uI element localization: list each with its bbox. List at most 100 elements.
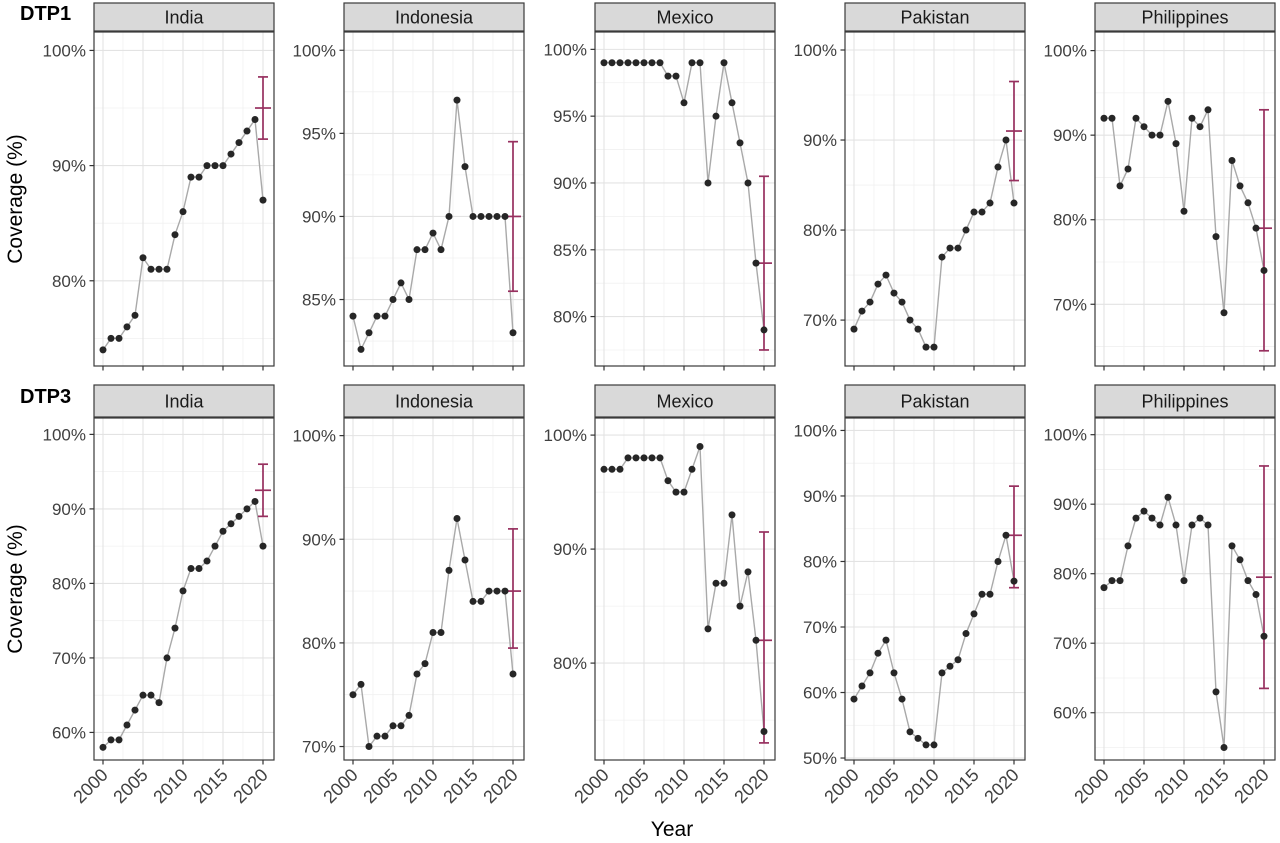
panel-border [1094,31,1276,367]
data-point [99,346,107,354]
data-point [243,127,251,135]
data-point [365,329,373,337]
x-tick-label: 2020 [980,765,1022,807]
x-axis-title: Year [650,818,694,841]
data-point [728,511,736,519]
data-point [203,557,211,565]
data-point [1196,123,1204,131]
panel-background [344,418,524,760]
y-tick-label: 95% [302,124,336,143]
x-tick-label: 2010 [399,765,441,807]
estimate-error-bar [255,76,271,140]
data-point [930,343,938,351]
data-point [946,244,954,252]
data-point [954,656,962,664]
data-point [1124,165,1132,173]
facet-strip [594,2,776,32]
data-point [397,279,405,287]
data-point [1100,584,1108,592]
data-point [882,636,890,644]
data-point [413,670,421,678]
x-tick-label: 2010 [149,765,191,807]
data-point [187,173,195,181]
panel-dtp3-indonesia: Indonesia 70% 80% 90% 100% 200020052010201520… [293,384,525,807]
data-point [648,59,656,67]
data-point [163,265,171,273]
panel-background [845,418,1025,760]
data-point [1204,521,1212,529]
y-tick-label: 100% [794,41,837,60]
data-point [866,669,874,677]
data-point [1108,577,1116,585]
data-point [978,590,986,598]
data-point [219,162,227,170]
x-tick-label: 2000 [1070,765,1112,807]
data-point [1132,514,1140,522]
data-point [1236,556,1244,564]
data-point [389,296,397,304]
data-point [1172,140,1180,148]
x-tick-label: 2000 [820,765,862,807]
y-tick-label: 60% [1053,704,1087,723]
panel-dtp3-pakistan: Pakistan50%60%70%80%90%100%2000200520102… [794,384,1026,807]
data-point [648,454,656,462]
data-point [1236,182,1244,190]
data-point [1228,542,1236,550]
data-point [1148,514,1156,522]
data-point [1180,207,1188,215]
data-point [469,212,477,220]
data-point [600,59,608,67]
data-point [445,566,453,574]
y-tick-label: 90% [302,530,336,549]
data-point [1196,514,1204,522]
data-point [357,345,365,353]
data-point [421,246,429,254]
data-point [179,587,187,595]
data-point [251,116,259,124]
panel-dtp3-india: India 60% 70% 80% 90% 100% 2000200520102015202… [43,384,275,807]
x-tick-label: 2020 [229,765,271,807]
data-point [259,542,267,550]
data-point [501,587,509,595]
data-point [744,568,752,576]
data-points [99,116,267,354]
data-point [251,497,259,505]
data-point [890,289,898,297]
data-point [211,542,219,550]
panel-background [845,32,1025,366]
data-point [882,271,890,279]
data-point [656,59,664,67]
data-point [632,59,640,67]
x-tick-label: 2005 [109,765,151,807]
data-point [405,711,413,719]
y-tick-label: 80% [553,654,587,673]
data-point [898,298,906,306]
data-point [624,59,632,67]
data-point [171,624,179,632]
data-point [179,208,187,216]
y-tick-label: 50% [803,749,837,768]
panel-dtp1-pakistan: Pakistan 70% 80% 90% 100% [794,2,1026,371]
data-point [171,231,179,239]
facet-strip-label: Mexico [656,392,713,412]
data-point [99,743,107,751]
y-tick-label: 80% [302,634,336,653]
data-point [760,728,768,735]
y-tick-label: 80% [1053,565,1087,584]
data-point [986,199,994,207]
data-point [1260,266,1268,274]
panel-dtp1-mexico: Mexico 80% 85% 90% 95% 100% [544,2,776,371]
y-tick-label: 90% [553,174,587,193]
data-point [509,670,517,678]
data-point [227,520,235,528]
y-tick-label: 95% [553,107,587,126]
x-tick-label: 2000 [319,765,361,807]
data-point [1260,632,1268,640]
data-point [994,163,1002,171]
data-point [235,139,243,147]
x-tick-label: 2020 [730,765,772,807]
panel-background [1095,418,1275,760]
y-tick-label: 70% [302,738,336,757]
data-point [1116,182,1124,190]
data-point [1228,157,1236,165]
